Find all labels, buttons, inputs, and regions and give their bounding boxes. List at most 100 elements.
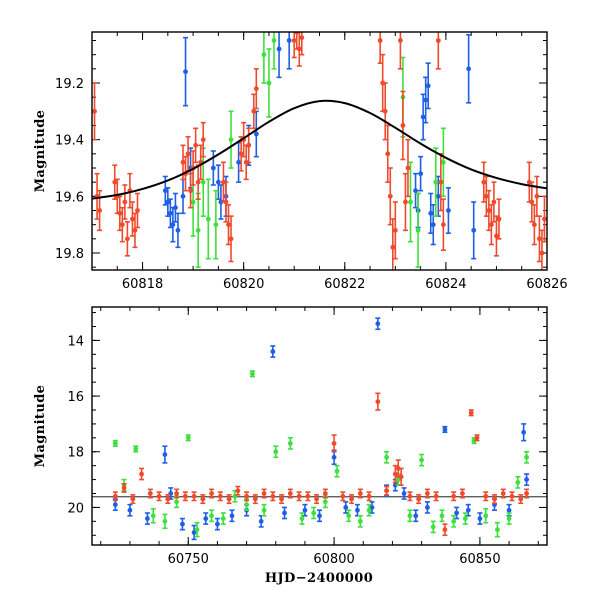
data-point — [413, 513, 419, 519]
data-point — [474, 435, 480, 441]
x-tick-label: 60850 — [459, 552, 500, 567]
data-point — [135, 208, 140, 213]
data-point — [261, 52, 267, 58]
data-point — [483, 493, 489, 499]
data-point — [122, 199, 128, 205]
data-point — [401, 491, 407, 496]
data-point — [331, 454, 337, 460]
data-point — [162, 188, 168, 194]
data-point — [291, 38, 297, 43]
data-point — [442, 427, 448, 432]
data-point — [494, 233, 499, 239]
data-point — [174, 499, 179, 505]
data-point — [170, 222, 176, 228]
data-point — [515, 479, 521, 485]
data-point — [500, 491, 506, 496]
data-point — [483, 193, 489, 199]
bottom-ticks: 60750 60800 60850 14 16 18 20 — [67, 307, 547, 567]
data-point — [250, 371, 255, 377]
data-point — [423, 97, 429, 103]
data-point — [392, 482, 398, 488]
data-point — [481, 179, 487, 185]
bottom-data — [112, 317, 530, 541]
data-point — [346, 513, 352, 519]
y-tick-label: 19.6 — [55, 190, 84, 205]
data-point — [200, 496, 206, 502]
series-red — [112, 392, 530, 537]
data-point — [302, 507, 308, 513]
data-point — [433, 179, 439, 185]
data-point — [524, 477, 529, 482]
data-point — [209, 513, 214, 519]
x-axis-label: HJD−2400000 — [265, 571, 373, 586]
data-point — [271, 38, 277, 43]
data-point — [180, 521, 185, 527]
data-point — [430, 222, 436, 228]
data-point — [215, 521, 220, 527]
data-point — [215, 179, 221, 185]
data-point — [165, 199, 171, 205]
x-tick-label: 60800 — [313, 552, 354, 567]
data-point — [384, 488, 389, 494]
data-point — [440, 159, 446, 165]
data-point — [127, 507, 133, 513]
data-point — [537, 236, 542, 242]
data-point — [382, 108, 388, 114]
data-point — [407, 493, 413, 499]
data-point — [446, 208, 451, 213]
data-point — [451, 493, 457, 499]
data-point — [521, 429, 527, 435]
data-point — [273, 449, 279, 455]
data-point — [286, 38, 292, 43]
data-point — [419, 457, 424, 463]
series-blue — [162, 32, 477, 260]
data-point — [439, 513, 445, 519]
data-point — [200, 137, 206, 143]
data-point — [287, 440, 293, 446]
data-point — [183, 69, 188, 75]
x-tick-label: 60826 — [526, 277, 567, 292]
bottom-panel: 60750 60800 60850 14 16 18 20 Magnitude HJD−24… — [33, 306, 548, 586]
data-point — [261, 491, 267, 496]
data-point — [279, 496, 284, 502]
data-point — [355, 507, 360, 513]
data-point — [415, 227, 421, 233]
data-point — [317, 513, 322, 519]
data-point — [296, 46, 302, 52]
data-point — [112, 493, 118, 499]
top-panel: 60818 60820 60822 60824 60826 19.2 19.4 19.6 19.… — [33, 31, 568, 292]
data-point — [524, 491, 529, 496]
data-point — [400, 123, 406, 128]
data-point — [425, 83, 431, 89]
top-data — [92, 32, 547, 270]
data-point — [425, 491, 430, 496]
data-point — [132, 227, 138, 233]
data-point — [139, 471, 144, 477]
data-point — [228, 137, 234, 143]
data-point — [398, 474, 404, 480]
data-point — [117, 210, 123, 216]
data-point — [454, 510, 459, 516]
data-point — [156, 493, 162, 499]
data-point — [266, 80, 272, 86]
data-point — [305, 493, 311, 499]
data-point — [145, 516, 150, 521]
data-point — [390, 244, 396, 250]
data-point — [180, 159, 186, 165]
data-point — [403, 199, 408, 205]
series-blue — [112, 317, 530, 541]
data-point — [193, 142, 199, 148]
data-point — [526, 179, 532, 185]
data-point — [97, 208, 102, 213]
data-point — [180, 193, 186, 199]
data-point — [226, 496, 232, 502]
data-point — [218, 199, 224, 205]
data-point — [251, 108, 257, 114]
x-tick-label: 60820 — [223, 277, 264, 292]
data-point — [223, 199, 229, 205]
data-point — [420, 114, 426, 120]
data-point — [194, 527, 200, 533]
data-point — [413, 188, 418, 194]
data-point — [252, 496, 258, 502]
data-point — [491, 199, 497, 205]
